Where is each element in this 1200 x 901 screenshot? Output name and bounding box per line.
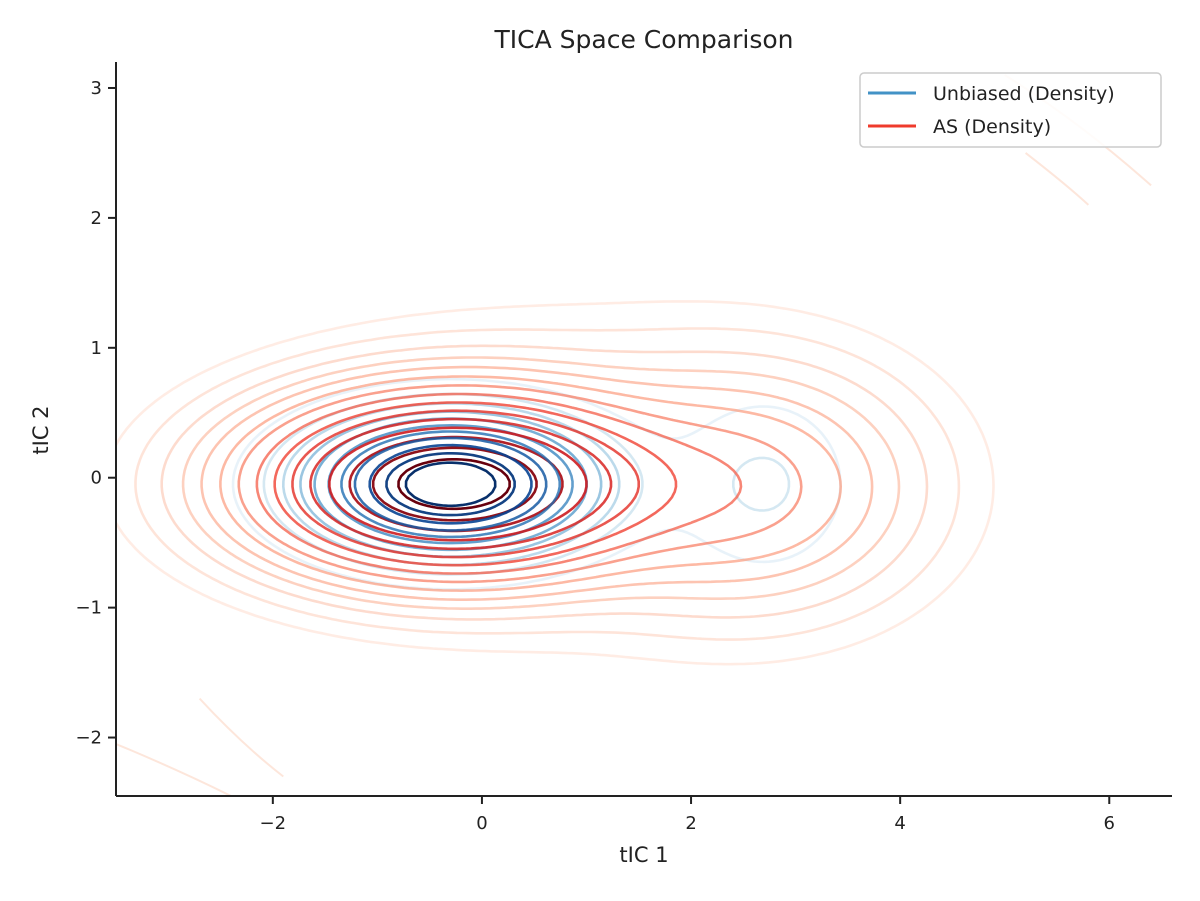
x-axis-ticks: −2 0 2 4 6 <box>260 796 1115 834</box>
y-tick-label: 3 <box>91 78 102 99</box>
unbiased-contour-level-6 <box>340 430 561 539</box>
unbiased-contour-level-9 <box>385 452 516 517</box>
as-contour-level-2 <box>160 344 929 621</box>
unbiased-contour-level-10 <box>404 461 497 508</box>
as-contour-level-11 <box>328 426 588 542</box>
as-contour-level-9 <box>291 409 640 559</box>
as-contour-level-10 <box>309 417 613 551</box>
y-axis-label: tIC 2 <box>29 405 53 454</box>
unbiased-contour-level-8 <box>368 443 533 525</box>
as-tail-contour <box>116 743 232 796</box>
legend-label-unbiased: Unbiased (Density) <box>933 83 1115 105</box>
x-tick-label: 2 <box>685 813 696 834</box>
y-tick-label: −1 <box>75 598 102 619</box>
as-contour-level-14 <box>397 458 511 511</box>
unbiased-contour-level-7 <box>353 436 548 532</box>
legend: Unbiased (Density) AS (Density) <box>859 72 1162 148</box>
as-contour-level-8 <box>273 401 678 567</box>
y-axis-ticks: −2 −1 0 1 2 3 <box>75 78 116 749</box>
as-contour-level-0 <box>116 300 995 666</box>
x-tick-label: 0 <box>476 813 487 834</box>
contour-layer <box>116 74 1152 796</box>
y-tick-label: 2 <box>91 208 102 229</box>
as-contour-level-7 <box>255 392 743 575</box>
x-tick-label: 4 <box>894 813 905 834</box>
as-tail-contour <box>1024 152 1090 206</box>
legend-box <box>859 72 1162 148</box>
x-axis-label: tIC 1 <box>619 843 668 867</box>
as-contour-level-1 <box>134 327 961 641</box>
as-contour-level-5 <box>219 375 842 592</box>
y-tick-label: 0 <box>91 468 102 489</box>
chart-title: TICA Space Comparison <box>494 25 794 54</box>
x-tick-label: −2 <box>260 813 287 834</box>
unbiased-contour-level-3 <box>299 410 603 558</box>
as-contour-level-3 <box>181 356 901 610</box>
y-tick-label: 1 <box>91 338 102 359</box>
legend-label-as: AS (Density) <box>933 116 1051 138</box>
as-contour-level-4 <box>200 365 874 601</box>
y-tick-label: −2 <box>75 728 102 749</box>
x-tick-label: 6 <box>1104 813 1115 834</box>
as-tail-contour <box>198 697 284 778</box>
as-contour-level-6 <box>237 384 803 584</box>
